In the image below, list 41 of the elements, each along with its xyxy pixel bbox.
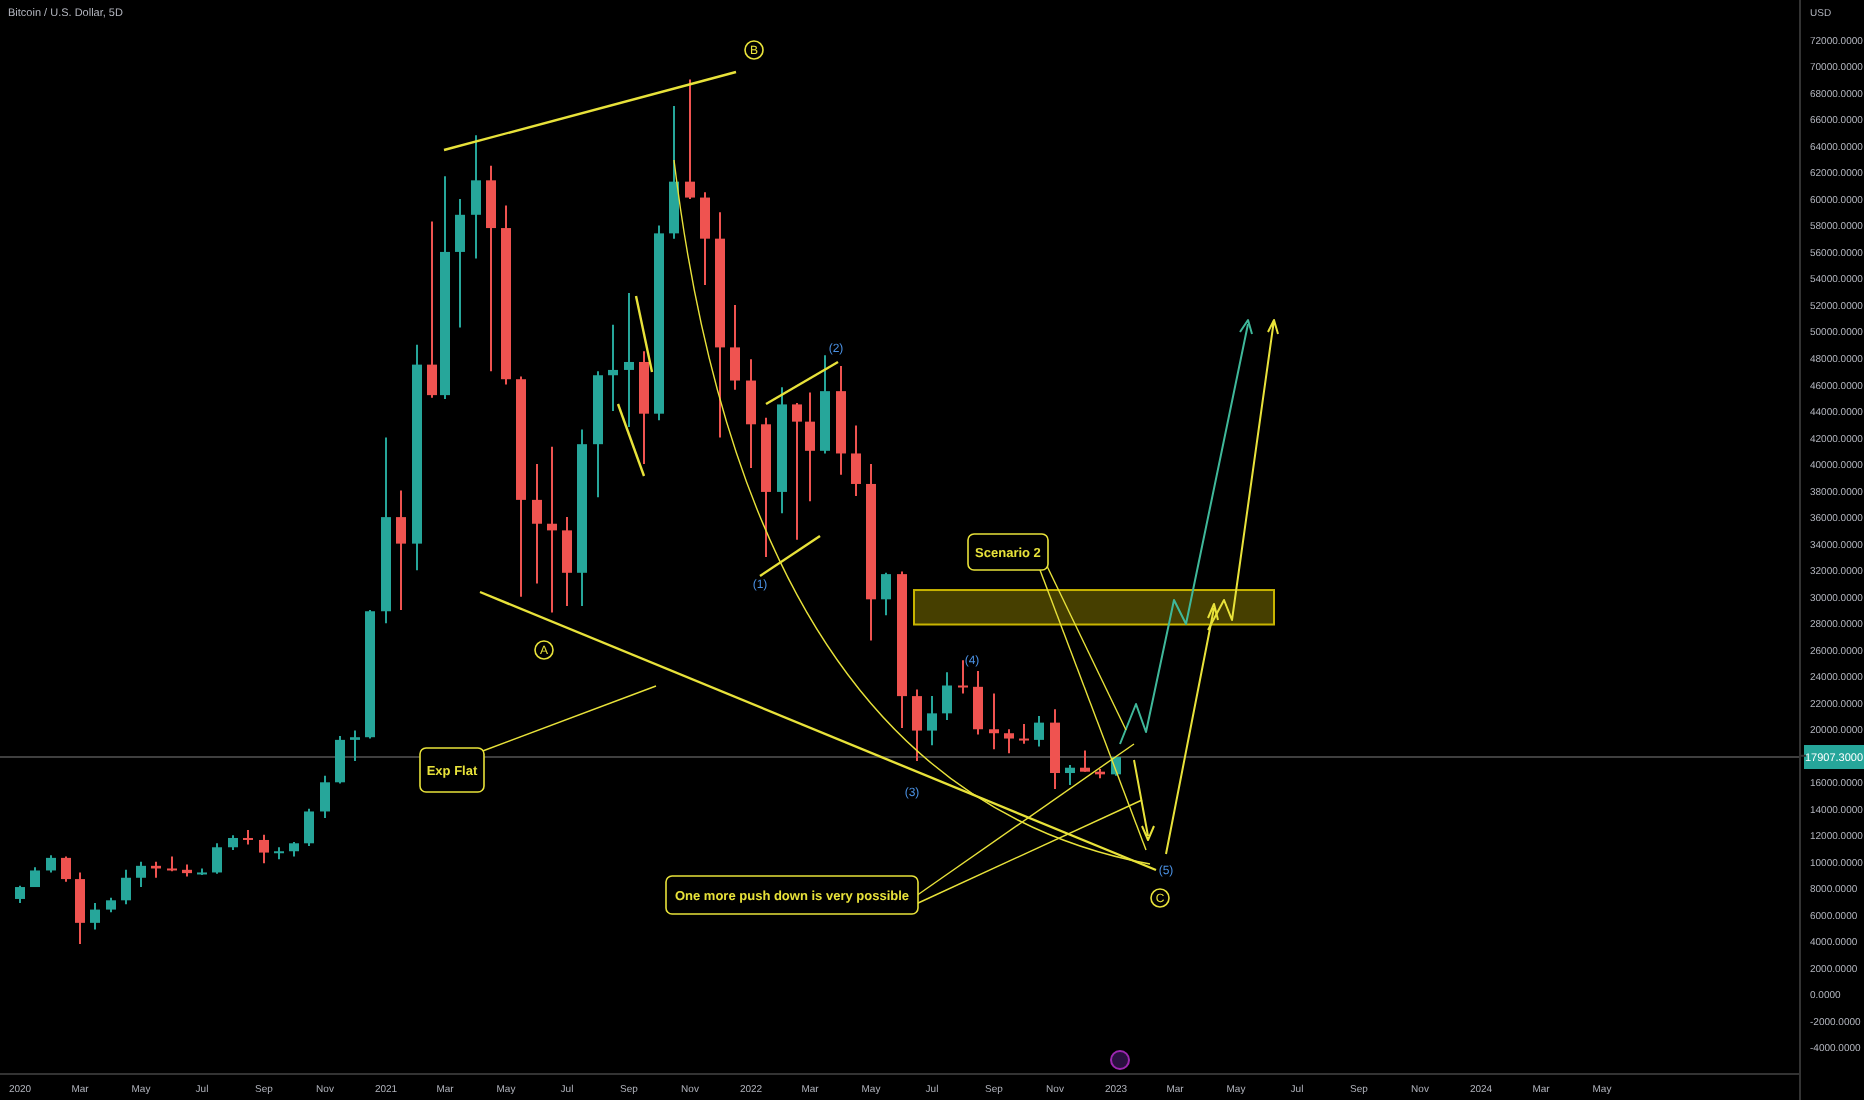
candlestick xyxy=(1065,764,1075,786)
candlestick xyxy=(1019,722,1029,745)
candlestick xyxy=(471,134,481,260)
candlestick xyxy=(259,833,269,865)
candlestick xyxy=(212,842,222,875)
candlestick xyxy=(486,164,496,373)
candlestick xyxy=(792,402,802,541)
candlestick xyxy=(881,571,891,617)
candlestick xyxy=(942,671,952,721)
candlestick xyxy=(973,669,983,736)
candlestick xyxy=(136,860,146,889)
candlestick xyxy=(624,292,634,428)
candlestick xyxy=(927,695,937,747)
candlestick xyxy=(121,868,131,906)
candlestick xyxy=(75,871,85,946)
candlestick xyxy=(562,516,572,607)
candlestick xyxy=(243,829,253,846)
candlestick xyxy=(851,424,861,497)
candlestick xyxy=(427,220,437,399)
candlestick xyxy=(396,489,406,611)
candlestick xyxy=(1034,715,1044,748)
candlestick xyxy=(90,901,100,931)
candlestick xyxy=(1080,749,1090,773)
candlestick xyxy=(532,463,542,585)
candlestick xyxy=(455,197,465,329)
candlestick xyxy=(608,323,618,413)
candlestick xyxy=(320,774,330,820)
candlestick xyxy=(304,807,314,847)
candlestick xyxy=(685,78,695,200)
candlestick xyxy=(730,303,740,391)
candlestick xyxy=(746,358,756,470)
candlestick xyxy=(989,692,999,751)
candlestick xyxy=(335,734,345,785)
candlestick xyxy=(61,855,71,883)
candlestick xyxy=(547,445,557,614)
candlestick xyxy=(350,729,360,763)
candlestick xyxy=(700,191,710,287)
candlestick xyxy=(958,659,968,695)
candlestick xyxy=(912,688,922,763)
candlestick xyxy=(1004,728,1014,755)
candlestick xyxy=(805,391,815,503)
